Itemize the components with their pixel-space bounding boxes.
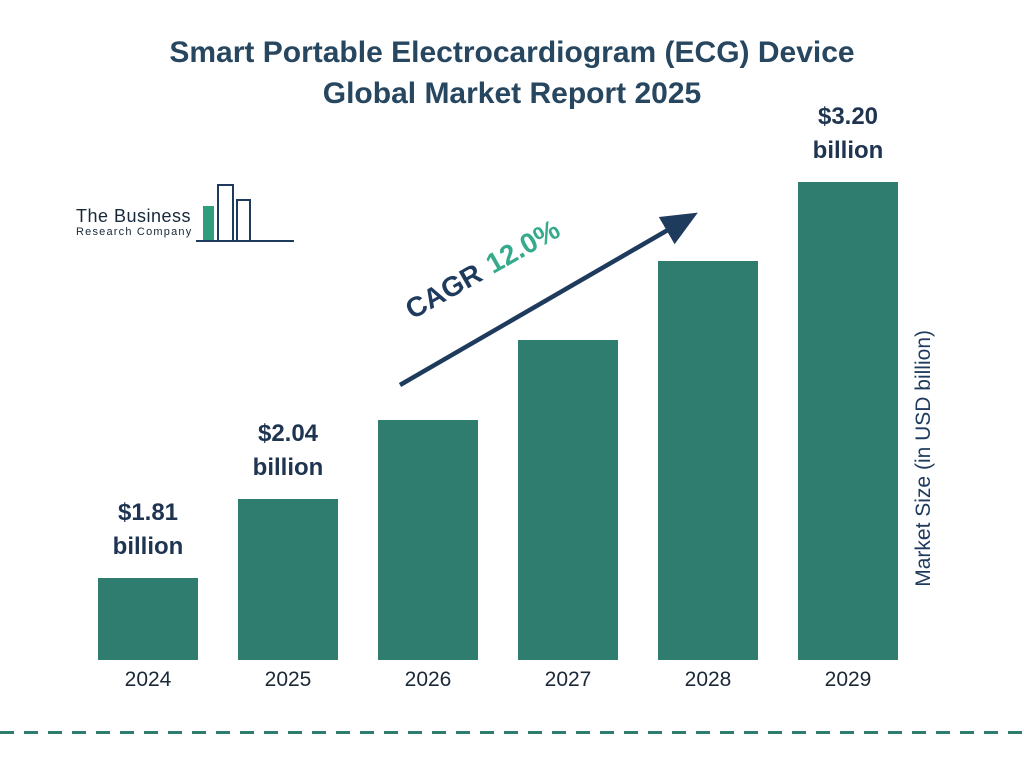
value-label-2024: $1.81 billion (68, 496, 228, 564)
value-amount: $2.04 (257, 419, 319, 447)
bar-2026 (378, 419, 478, 660)
value-unit: billion (812, 137, 884, 164)
cagr-arrow (398, 212, 698, 387)
value-amount: $3.20 (817, 103, 879, 130)
bar-2028 (658, 261, 758, 660)
x-tick-2025: 2025 (264, 668, 312, 691)
bar-2029 (798, 182, 898, 660)
bottom-dashed-divider (0, 731, 1024, 734)
bar-2025 (238, 498, 338, 660)
page-title: Smart Portable Electrocardiogram (ECG) D… (0, 32, 1024, 114)
value-unit: billion (252, 453, 324, 481)
value-amount: $1.81 (117, 499, 179, 526)
company-logo: The Business Research Company (76, 184, 296, 246)
x-tick-2029: 2029 (824, 668, 872, 691)
x-tick-2027: 2027 (544, 668, 592, 691)
logo-line1: The Business (76, 206, 192, 226)
x-tick-2026: 2026 (404, 668, 452, 691)
bar-2027 (518, 340, 618, 660)
x-tick-2028: 2028 (684, 668, 732, 691)
logo-green-bar (203, 206, 215, 241)
value-label-2025: $2.04 billion (208, 417, 368, 485)
logo-bar-chart-icon (196, 184, 295, 242)
value-unit: billion (112, 533, 184, 560)
bar-2024 (98, 578, 198, 660)
logo-line2: Research Company (76, 226, 193, 238)
value-label-2029: $3.20 billion (768, 100, 928, 168)
x-tick-2024: 2024 (124, 668, 172, 691)
y-axis-label: Market Size (in USD billion) (912, 330, 935, 587)
title-line1: Smart Portable Electrocardiogram (ECG) D… (169, 36, 855, 69)
title-line2: Global Market Report 2025 (322, 77, 702, 110)
logo-text: The Business Research Company (76, 206, 192, 239)
